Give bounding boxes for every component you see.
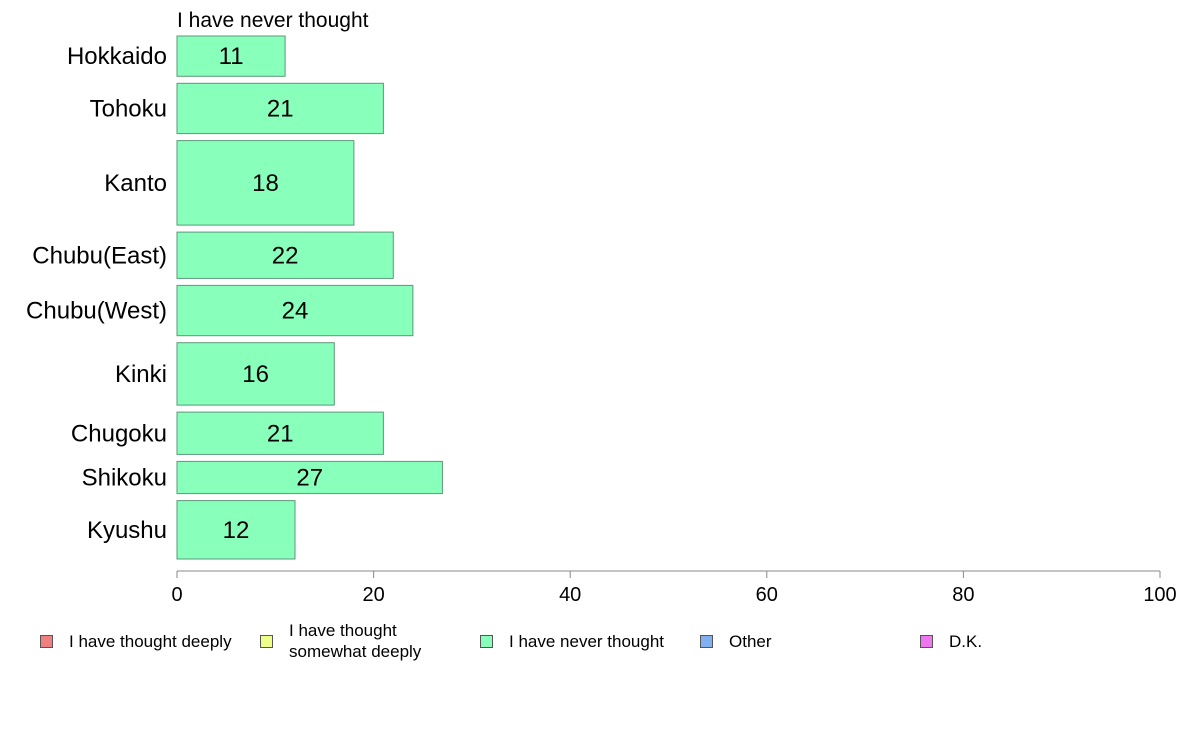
x-tick-label: 0 xyxy=(171,584,182,606)
legend-swatch xyxy=(920,634,933,648)
legend-item: I have never thought xyxy=(480,618,664,664)
bar-value-label: 16 xyxy=(242,361,269,388)
category-label: Chugoku xyxy=(71,420,167,447)
legend-swatch xyxy=(480,634,493,648)
bar-value-label: 22 xyxy=(272,242,299,269)
legend: I have thought deeply I have thought some… xyxy=(0,618,1188,668)
x-tick-label: 20 xyxy=(362,584,384,606)
bar-kyushu xyxy=(176,500,296,560)
category-label: Kanto xyxy=(104,170,167,197)
bar-shikoku xyxy=(176,460,443,495)
bar-value-label: 18 xyxy=(252,170,279,197)
legend-item: Other xyxy=(700,618,772,664)
legend-item: I have thought deeply xyxy=(40,618,232,664)
category-label: Shikoku xyxy=(82,465,167,492)
bar-kinki xyxy=(176,342,335,406)
legend-label: D.K. xyxy=(949,631,983,651)
legend-label: I have never thought xyxy=(509,631,665,651)
bar-chugoku xyxy=(176,411,384,455)
category-label: Kyushu xyxy=(87,517,167,544)
x-tick-label: 60 xyxy=(756,584,778,606)
bar-value-label: 11 xyxy=(219,43,244,70)
bar-chubu-west xyxy=(176,284,414,337)
x-tick-label: 80 xyxy=(952,584,974,606)
bar-tohoku xyxy=(176,82,384,135)
chart-subtitle: I have never thought xyxy=(177,9,369,32)
bar-value-label: 24 xyxy=(282,298,309,325)
category-label: Chubu(East) xyxy=(32,242,167,269)
legend-swatch xyxy=(260,634,273,648)
bar-hokkaido xyxy=(176,35,286,77)
bar-kanto xyxy=(176,140,355,226)
category-label: Kinki xyxy=(115,361,167,388)
legend-swatch xyxy=(700,634,713,648)
legend-label: I have thought somewhat deeply xyxy=(289,621,422,661)
category-label: Tohoku xyxy=(90,95,167,122)
legend-swatch xyxy=(40,634,53,648)
x-axis: 0 20 40 60 80 100 xyxy=(171,570,1177,606)
legend-item: D.K. xyxy=(920,618,982,664)
legend-item: I have thought somewhat deeply xyxy=(260,618,421,664)
x-tick-label: 40 xyxy=(559,584,581,606)
bar-value-label: 21 xyxy=(267,95,294,122)
bar-value-label: 27 xyxy=(296,465,323,492)
x-tick-label: 100 xyxy=(1143,584,1176,606)
category-label: Chubu(West) xyxy=(26,298,167,325)
category-labels: Hokkaido Tohoku Kanto Chubu(East) Chubu(West… xyxy=(26,43,167,544)
category-label: Hokkaido xyxy=(67,43,167,70)
legend-label: I have thought deeply xyxy=(69,631,232,651)
legend-label: Other xyxy=(729,631,772,651)
bar-value-label: 12 xyxy=(223,517,250,544)
bar-value-label: 21 xyxy=(267,420,294,447)
bar-chubu-east xyxy=(176,231,394,279)
